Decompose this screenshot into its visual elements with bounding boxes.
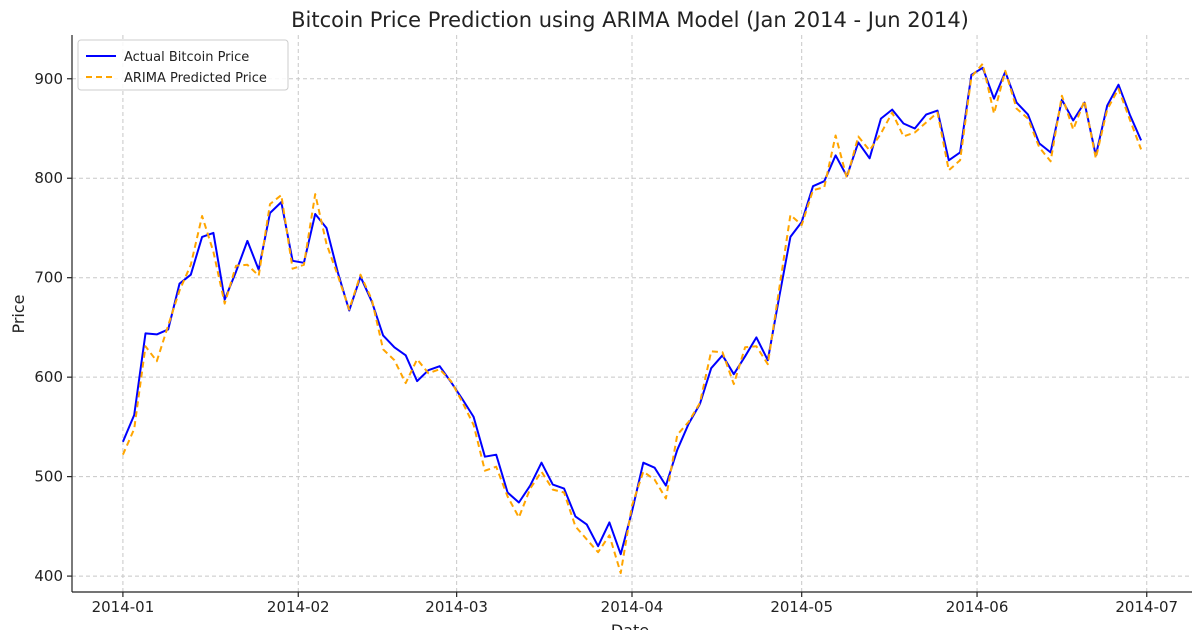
legend-label-actual: Actual Bitcoin Price	[124, 50, 249, 65]
legend-box	[77, 39, 289, 91]
x-tick-label: 2014-04	[601, 598, 664, 616]
y-tick-label: 400	[34, 567, 63, 585]
x-tick-label: 2014-02	[267, 598, 330, 616]
x-axis-label: Date	[611, 621, 649, 630]
y-tick-label: 600	[34, 368, 63, 386]
chart-title: Bitcoin Price Prediction using ARIMA Mod…	[291, 8, 969, 32]
x-tick-label: 2014-06	[946, 598, 1009, 616]
y-tick-label: 500	[34, 468, 63, 486]
plot-area	[121, 62, 1143, 575]
x-tick-label: 2014-07	[1115, 598, 1178, 616]
series-line-predicted	[121, 62, 1143, 575]
grid	[72, 35, 1192, 592]
y-tick-label: 900	[34, 70, 63, 88]
x-tick-label: 2014-01	[92, 598, 155, 616]
legend-label-predicted: ARIMA Predicted Price	[124, 71, 267, 86]
y-axis-label: Price	[9, 294, 28, 333]
x-tick-label: 2014-05	[770, 598, 833, 616]
tick-labels: 400 500 600 700 800 900 2014-01 2014-02 2014-03 2…	[34, 70, 1178, 616]
x-tick-label: 2014-03	[425, 598, 488, 616]
y-tick-label: 700	[34, 269, 63, 287]
legend: Actual Bitcoin Price ARIMA Predicted Pri…	[77, 39, 289, 91]
y-tick-label: 800	[34, 169, 63, 187]
